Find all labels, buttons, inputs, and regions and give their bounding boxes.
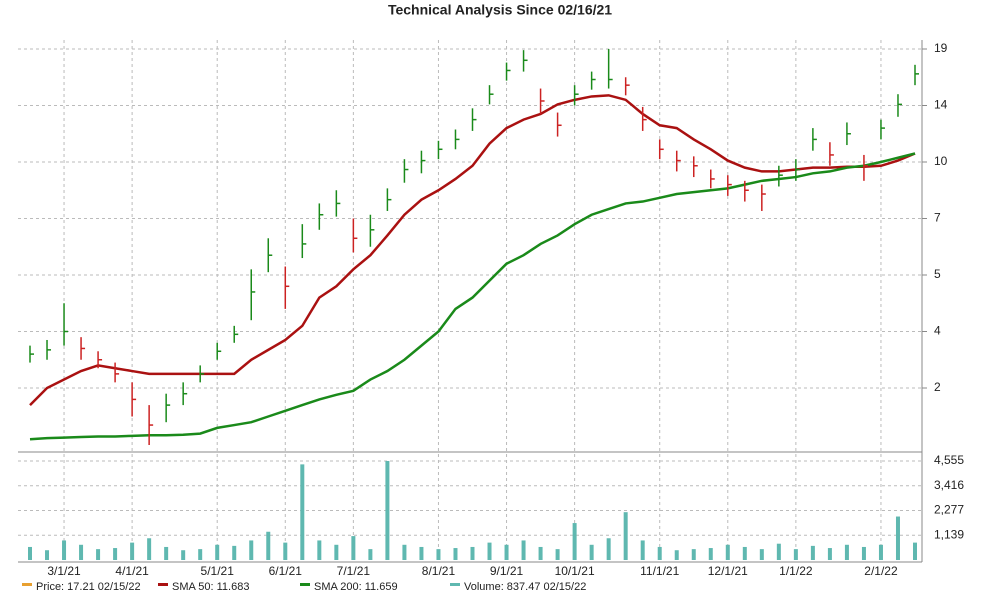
volume-bar — [62, 540, 67, 560]
y2-tick-label: 3,416 — [934, 478, 964, 492]
volume-bar — [113, 548, 118, 560]
volume-bar — [147, 538, 152, 560]
volume-bar — [96, 549, 101, 560]
volume-bar — [334, 544, 339, 560]
x-tick-label: 8/1/21 — [422, 564, 456, 578]
legend-swatch — [450, 583, 460, 586]
y-tick-label: 4 — [934, 324, 941, 338]
x-tick-label: 9/1/21 — [490, 564, 524, 578]
volume-bar — [419, 546, 424, 560]
volume-bar — [827, 548, 832, 560]
y-tick-label: 14 — [934, 98, 948, 112]
x-tick-label: 12/1/21 — [708, 564, 748, 578]
x-tick-label: 7/1/21 — [337, 564, 371, 578]
y-tick-label: 7 — [934, 211, 941, 225]
y2-tick-label: 2,277 — [934, 503, 964, 517]
volume-bar — [317, 540, 322, 560]
volume-bar — [198, 549, 203, 560]
y-tick-label: 2 — [934, 380, 941, 394]
x-tick-label: 3/1/21 — [47, 564, 81, 578]
volume-bar — [300, 464, 305, 560]
y-tick-label: 10 — [934, 154, 948, 168]
volume-bar — [708, 548, 713, 560]
legend-label: SMA 50: 11.683 — [172, 581, 249, 593]
x-tick-label: 11/1/21 — [640, 564, 679, 578]
volume-bar — [164, 546, 169, 560]
x-tick-label: 2/1/22 — [864, 564, 898, 578]
x-tick-label: 1/1/22 — [779, 564, 813, 578]
volume-bar — [606, 538, 611, 560]
volume-bar — [640, 540, 645, 560]
volume-bar — [249, 540, 254, 560]
volume-bar — [538, 546, 543, 560]
volume-bar — [232, 545, 237, 560]
volume-bar — [402, 544, 407, 560]
volume-bar — [589, 544, 594, 560]
volume-bar — [759, 549, 764, 560]
volume-bar — [913, 542, 917, 560]
volume-bar — [368, 549, 373, 560]
volume-bar — [181, 550, 186, 560]
volume-bar — [504, 544, 509, 560]
volume-bar — [470, 546, 475, 560]
volume-bar — [283, 542, 288, 560]
y-tick-label: 5 — [934, 267, 941, 281]
legend-swatch — [22, 583, 32, 586]
legend-label: SMA 200: 11.659 — [314, 581, 398, 593]
x-tick-label: 5/1/21 — [201, 564, 235, 578]
volume-bar — [691, 549, 696, 560]
volume-bar — [793, 549, 798, 560]
chart-title: Technical Analysis Since 02/16/21 — [388, 2, 612, 18]
legend-swatch — [300, 583, 310, 586]
volume-bar — [725, 544, 730, 560]
volume-bar — [572, 523, 577, 560]
volume-bar — [895, 516, 900, 560]
legend-swatch — [158, 583, 168, 586]
volume-bar — [215, 544, 220, 560]
volume-bar — [487, 542, 492, 560]
sma-line — [29, 152, 916, 441]
sma-line — [29, 94, 916, 406]
volume-bar — [844, 544, 849, 560]
legend-label: Volume: 837.47 02/15/22 — [464, 581, 586, 593]
volume-bar — [79, 544, 84, 560]
volume-bar — [742, 546, 747, 560]
volume-bar — [810, 545, 815, 560]
volume-bar — [521, 540, 526, 560]
y2-tick-label: 4,555 — [934, 453, 964, 467]
volume-bar — [351, 536, 356, 560]
x-tick-label: 6/1/21 — [269, 564, 303, 578]
volume-bar — [878, 544, 883, 560]
volume-bar — [453, 548, 458, 560]
volume-bar — [130, 542, 135, 560]
volume-bar — [776, 543, 781, 560]
y-tick-label: 19 — [934, 41, 948, 55]
volume-bar — [436, 549, 441, 560]
volume-bar — [385, 461, 390, 560]
volume-bar — [45, 550, 50, 560]
x-tick-label: 10/1/21 — [555, 564, 595, 578]
volume-bar — [555, 549, 560, 560]
legend-label: Price: 17.21 02/15/22 — [36, 581, 141, 593]
volume-bar — [28, 546, 32, 560]
volume-bar — [861, 546, 866, 560]
volume-bar — [266, 531, 271, 560]
volume-bar — [674, 550, 679, 560]
x-tick-label: 4/1/21 — [115, 564, 149, 578]
volume-bar — [657, 546, 662, 560]
y2-tick-label: 1,139 — [934, 527, 964, 541]
volume-bar — [623, 512, 628, 560]
